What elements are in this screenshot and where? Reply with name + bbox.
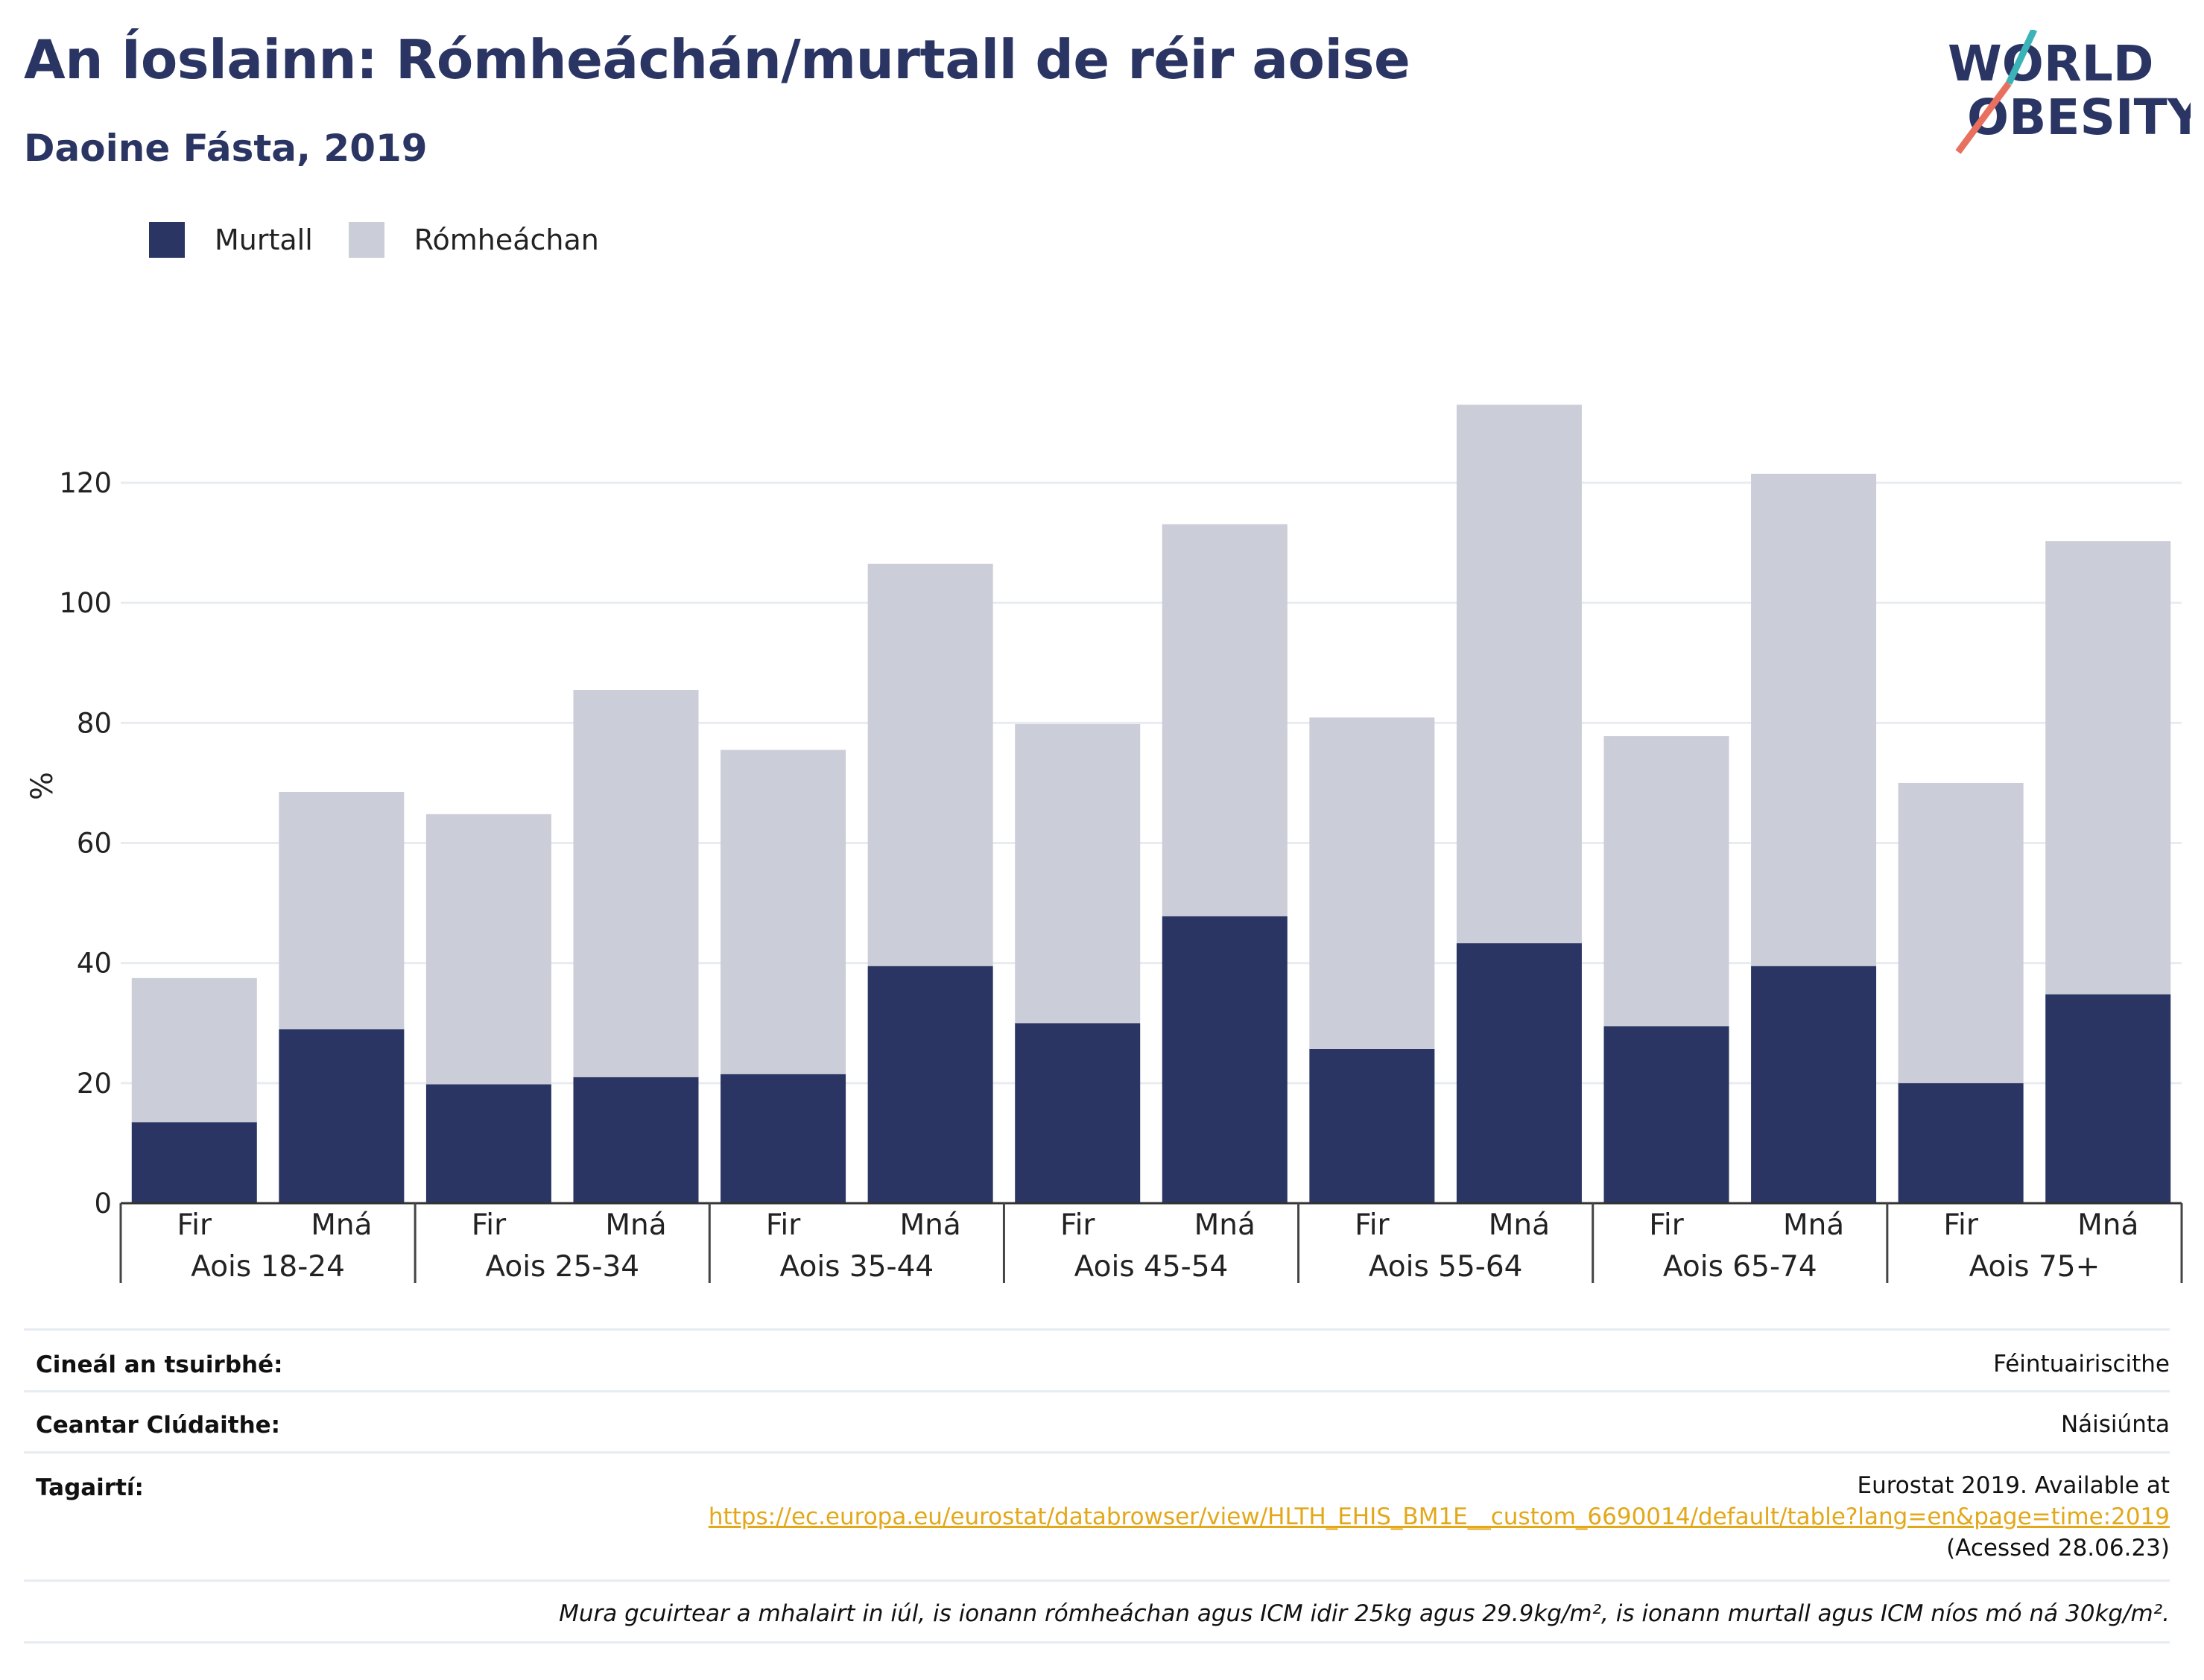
bar-murtall (279, 1029, 405, 1203)
bar-romheachan (1162, 524, 1288, 916)
bar-murtall (1456, 943, 1582, 1203)
info-row-area: Ceantar Clúdaithe: Náisiúnta (24, 1390, 2170, 1452)
bar-murtall (1309, 1048, 1435, 1203)
bar-murtall (721, 1074, 846, 1203)
x-tick-label-sex: Fir (1649, 1208, 1684, 1242)
y-tick-label: 0 (94, 1188, 112, 1220)
bar-romheachan (1309, 717, 1435, 1049)
x-tick-label-sex: Fir (1060, 1208, 1095, 1242)
bar-romheachan (1456, 405, 1582, 944)
bar-murtall (1603, 1026, 1729, 1203)
logo-slash-coral (1955, 81, 2012, 154)
x-group-label: Aois 75+ (1969, 1250, 2100, 1284)
y-tick-label: 40 (77, 948, 112, 980)
info-row-references: Tagairtí: Eurostat 2019. Available at ht… (24, 1451, 2170, 1582)
x-group-label: Aois 35-44 (779, 1250, 934, 1284)
references-accessed: (Acessed 28.06.23) (1946, 1535, 2170, 1562)
x-tick-label-sex: Mná (1489, 1208, 1550, 1242)
y-tick-label: 80 (77, 707, 112, 739)
x-tick-label-sex: Mná (900, 1208, 961, 1242)
y-axis-label: % (25, 772, 60, 800)
x-tick-label-sex: Mná (1783, 1208, 1844, 1242)
x-group-label: Aois 65-74 (1663, 1250, 1817, 1284)
bar-romheachan (425, 814, 551, 1085)
bar-murtall (867, 966, 993, 1203)
legend-label-romheachan: Rómheáchan (414, 224, 599, 256)
x-group-label: Aois 45-54 (1074, 1250, 1229, 1284)
legend: Murtall Rómheáchan (149, 222, 635, 258)
area-covered-label: Ceantar Clúdaithe: (36, 1412, 281, 1439)
x-tick-label-sex: Mná (605, 1208, 666, 1242)
bar-romheachan (279, 792, 405, 1030)
area-covered-value: Náisiúnta (2060, 1411, 2170, 1438)
legend-item-romheachan: Rómheáchan (348, 222, 599, 258)
bar-romheachan (1603, 736, 1729, 1027)
references-label: Tagairtí: (36, 1474, 144, 1501)
legend-item-murtall: Murtall (149, 222, 313, 258)
chart-title: An Íoslainn: Rómheáchán/murtall de réir … (24, 28, 1410, 91)
bar-murtall (1751, 966, 1877, 1203)
x-group-label: Aois 18-24 (191, 1250, 345, 1284)
bar-murtall (573, 1077, 699, 1203)
x-tick-label-sex: Fir (177, 1208, 212, 1242)
x-tick-label-sex: Fir (1355, 1208, 1390, 1242)
bar-murtall (1015, 1023, 1141, 1203)
legend-label-murtall: Murtall (215, 224, 313, 256)
bar-romheachan (2045, 541, 2171, 995)
x-group-label: Aois 25-34 (485, 1250, 639, 1284)
x-tick-label-sex: Fir (766, 1208, 801, 1242)
bar-romheachan (131, 977, 257, 1123)
bar-romheachan (1015, 723, 1141, 1024)
y-tick-label: 60 (77, 828, 112, 860)
x-group-label: Aois 55-64 (1369, 1250, 1523, 1284)
x-tick-label-sex: Mná (311, 1208, 372, 1242)
bar-murtall (1898, 1083, 2024, 1203)
bar-romheachan (1898, 782, 2024, 1083)
bar-romheachan (721, 749, 846, 1074)
legend-swatch-murtall (149, 222, 185, 258)
logo-slash-teal (2005, 30, 2038, 85)
logo-text-obesity: OBESITY (1967, 89, 2191, 146)
bar-murtall (425, 1084, 551, 1203)
references-link[interactable]: https://ec.europa.eu/eurostat/databrowse… (708, 1503, 2170, 1530)
definition-note: Mura gcuirtear a mhalairt in iúl, is ion… (559, 1600, 2170, 1627)
x-tick-label-sex: Fir (1943, 1208, 1978, 1242)
survey-type-label: Cineál an tsuirbhé: (36, 1351, 283, 1378)
logo-text-world: WORLD (1948, 35, 2154, 92)
y-tick-label: 100 (59, 587, 112, 619)
references-line-1: Eurostat 2019. Available at (1857, 1472, 2170, 1499)
x-tick-label-sex: Fir (472, 1208, 507, 1242)
info-row-survey: Cineál an tsuirbhé: Féintuairiscithe (24, 1328, 2170, 1390)
y-tick-label: 20 (77, 1068, 112, 1100)
bar-romheachan (867, 563, 993, 966)
bar-murtall (1162, 916, 1288, 1203)
references-value: Eurostat 2019. Available at https://ec.e… (709, 1470, 2170, 1564)
y-tick-label: 120 (59, 467, 112, 499)
bar-murtall (131, 1122, 257, 1203)
legend-swatch-romheachan (348, 222, 384, 258)
survey-type-value: Féintuairiscithe (1993, 1351, 2170, 1378)
x-tick-label-sex: Mná (1194, 1208, 1255, 1242)
bar-chart: 0 20 40 60 80 100 120% Fir Mná Fir Mná Fir Mná Fir Mná… (25, 405, 2183, 1284)
bar-murtall (2045, 994, 2171, 1203)
info-row-note: Mura gcuirtear a mhalairt in iúl, is ion… (24, 1579, 2170, 1643)
bar-romheachan (573, 690, 699, 1077)
chart-subtitle: Daoine Fásta, 2019 (24, 127, 428, 170)
world-obesity-logo: WORLD OBESITY (1948, 30, 2191, 154)
x-tick-label-sex: Mná (2077, 1208, 2138, 1242)
bar-romheachan (1751, 473, 1877, 966)
